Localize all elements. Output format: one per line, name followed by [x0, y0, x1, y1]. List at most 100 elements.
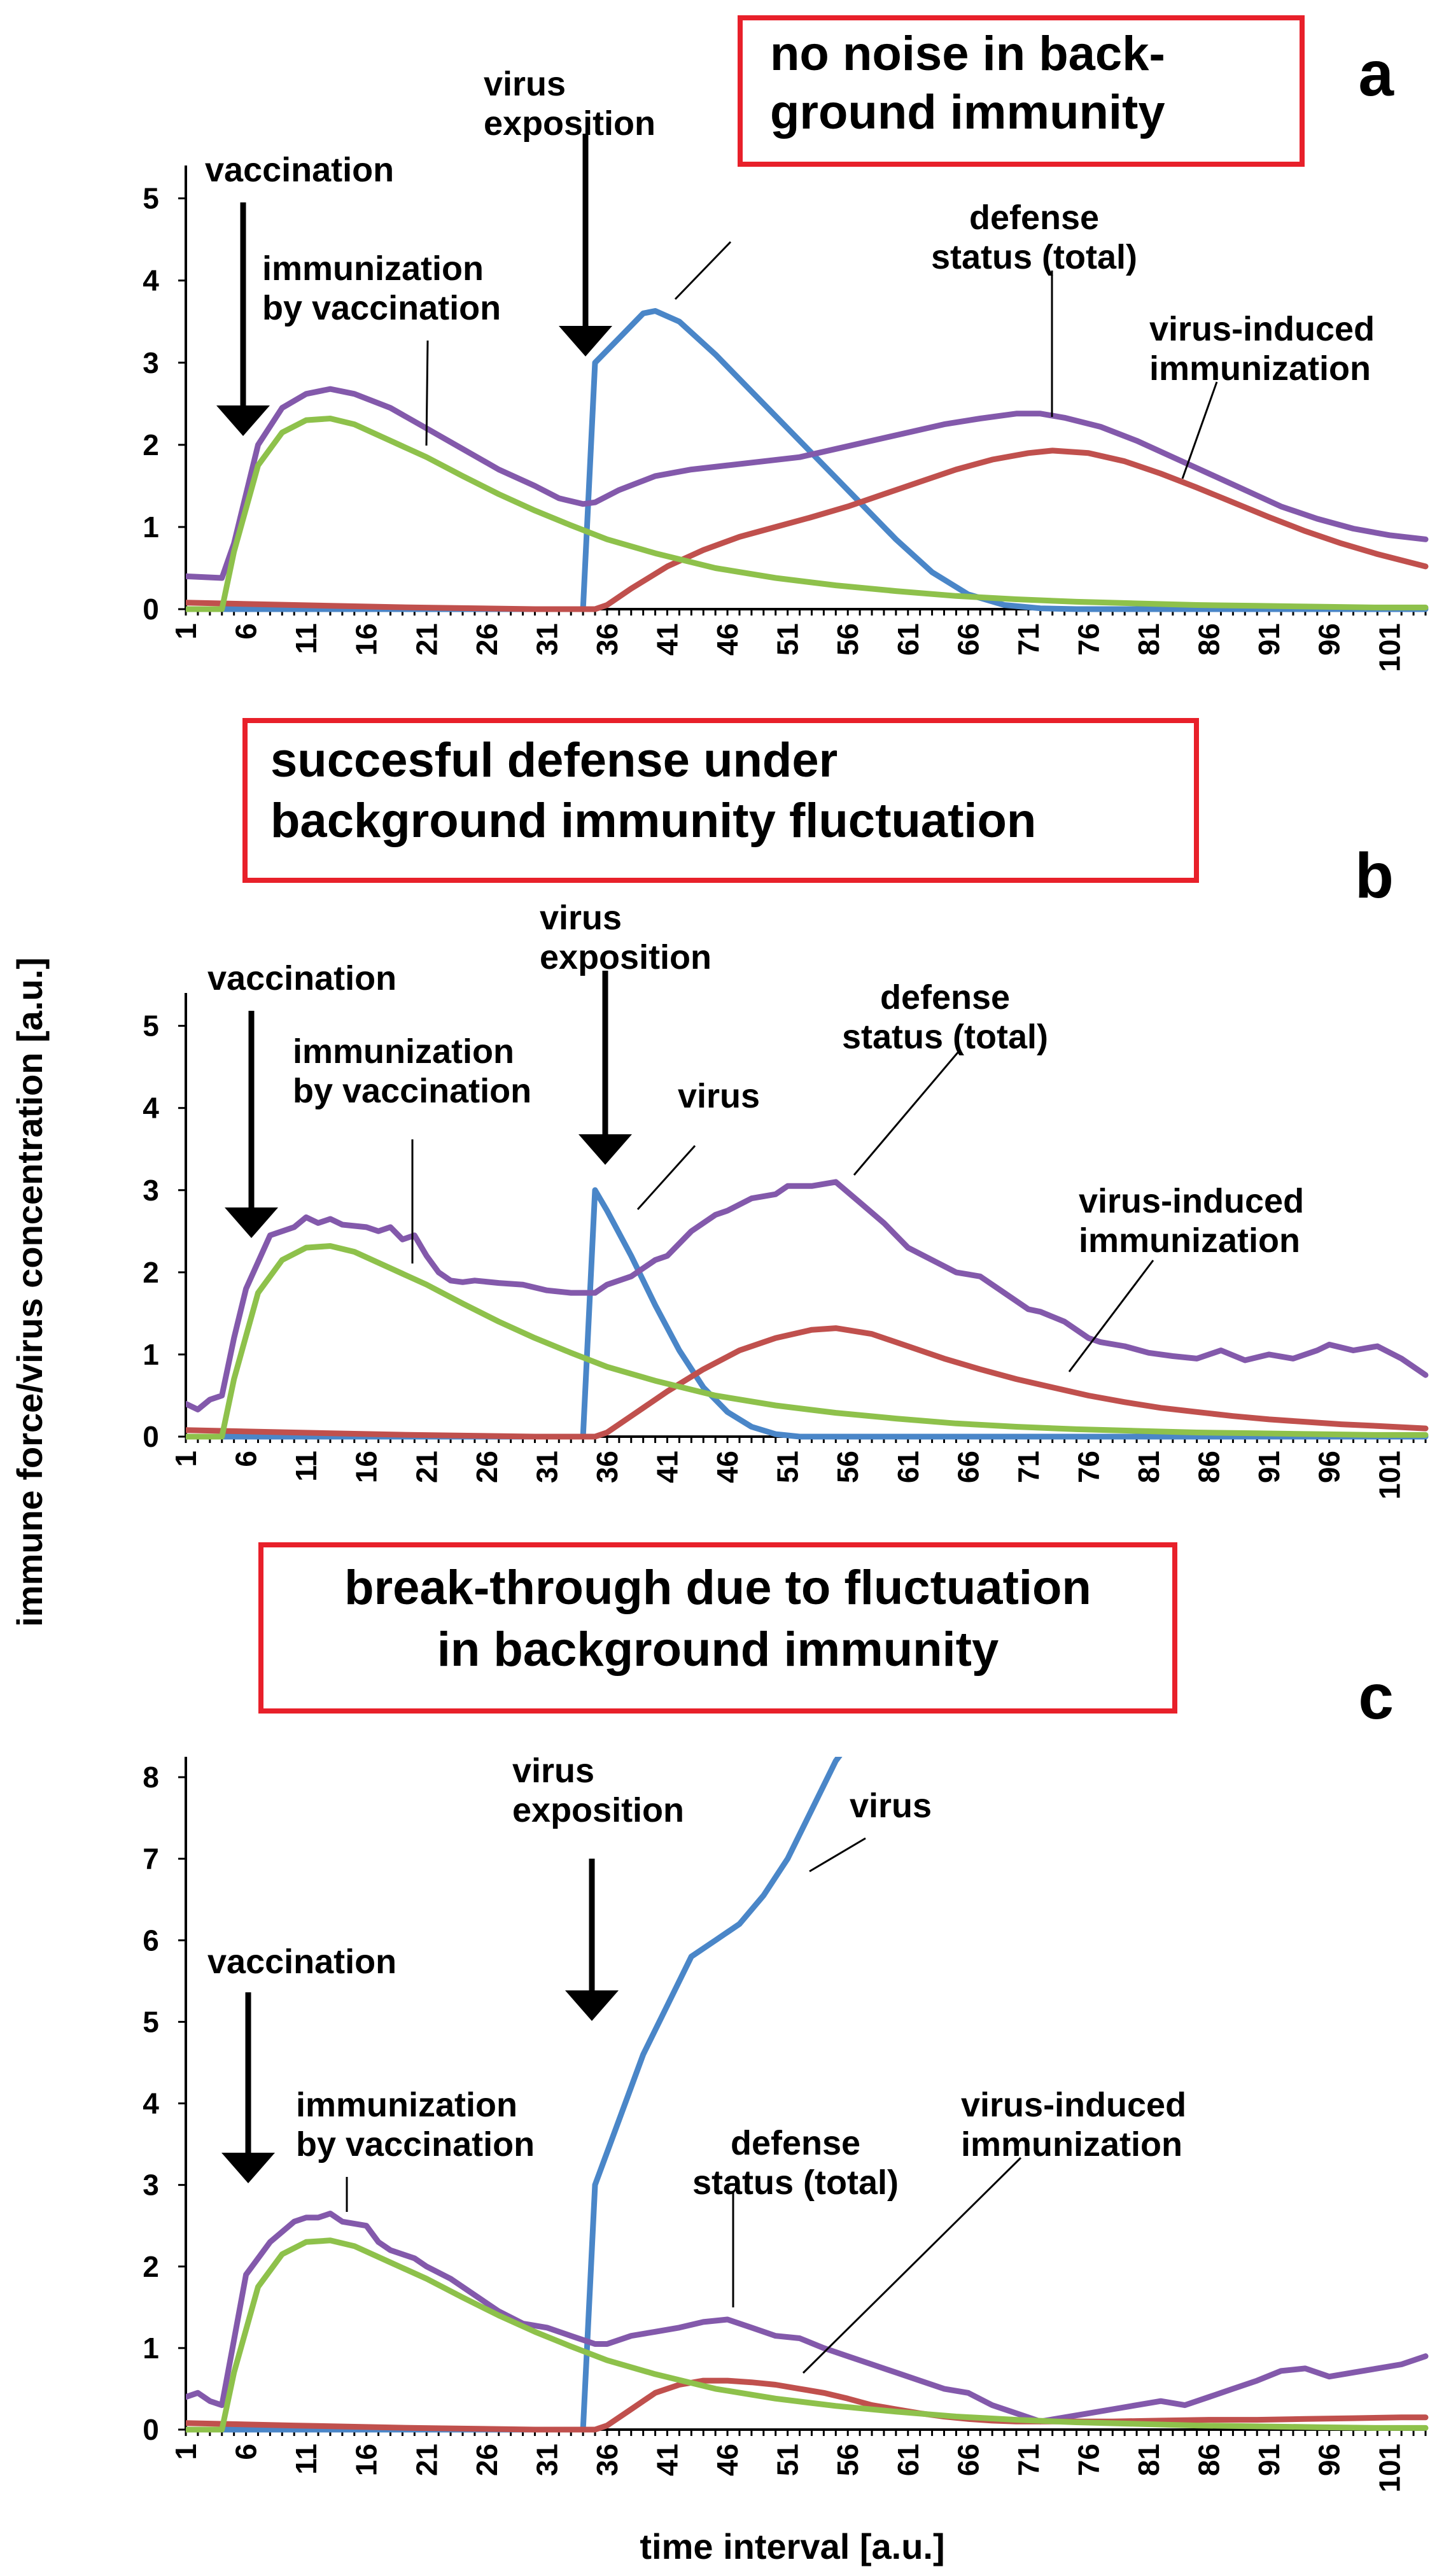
panel-b-x-tick-label: 81 [1132, 1451, 1165, 1483]
panel-b-x-tick-label: 71 [1012, 1451, 1045, 1483]
panel-c-x-tick-label: 86 [1193, 2444, 1226, 2476]
panel-b-induced-label-line-1: virus-induced [1079, 1182, 1304, 1220]
panel-a-x-tick-label: 11 [290, 623, 323, 654]
panel-a: no noise in back-ground immunitya0123451… [143, 15, 1429, 672]
panel-a-series-defense-status [186, 386, 1429, 581]
panel-a-x-tick-label: 86 [1193, 623, 1226, 656]
panel-c-x-tick-label: 101 [1373, 2444, 1406, 2493]
panel-b-x-tick-label: 6 [230, 1451, 263, 1467]
panel-c-x-tick-label: 46 [711, 2444, 744, 2476]
panel-c-x-tick-label: 96 [1313, 2444, 1346, 2476]
panel-b-series-vaccination-immunization [186, 1243, 1429, 1440]
panel-b-x-tick-label: 16 [350, 1451, 383, 1483]
panel-b-induced-label-line-2: immunization [1079, 1221, 1300, 1260]
panel-b-defense-label-line-2: status (total) [842, 1018, 1048, 1056]
panel-b-exposition-label-line-1: virus [540, 899, 622, 937]
panel-c-exposition-label-line-2: exposition [512, 1791, 684, 1829]
panel-b-defense-leader [853, 1050, 961, 1176]
panel-c-x-tick-label: 71 [1012, 2444, 1045, 2476]
panel-a-series-virus [186, 308, 1429, 612]
panel-c-title-line-2: in background immunity [437, 1622, 999, 1677]
panel-a-y-tick-label: 0 [143, 593, 159, 626]
panel-a-induced-label-line-2: immunization [1149, 349, 1371, 388]
panel-c-vaccination-arrow-head [221, 2153, 275, 2183]
panel-a-x-tick-label: 66 [951, 623, 985, 656]
panel-b-series-virus [186, 1187, 1429, 1440]
panel-a-exposition-label-line-2: exposition [484, 104, 655, 143]
y-axis-label: immune force/virus concentration [a.u.] [10, 957, 50, 1627]
panel-b-x-tick-label: 21 [410, 1451, 443, 1483]
panel-a-immunization-label-line-1: immunization [262, 250, 484, 288]
panel-b-y-tick-label: 0 [143, 1420, 159, 1453]
panel-a-y-tick-label: 5 [143, 182, 159, 215]
panel-c-x-tick-label: 81 [1132, 2444, 1165, 2476]
panel-c-y-tick-label: 6 [143, 1924, 159, 1957]
panel-b-y-tick-label: 3 [143, 1174, 159, 1207]
panel-c-induced-label-line-1: virus-induced [961, 2086, 1186, 2124]
panel-a-x-tick-label: 96 [1313, 623, 1346, 656]
panel-c-x-tick-label: 51 [771, 2444, 804, 2476]
panel-b-series-defense-status [186, 1179, 1429, 1412]
panel-c-x-tick-label: 1 [169, 2444, 202, 2460]
panel-b-x-tick-label: 66 [951, 1451, 985, 1483]
panel-c-x-tick-label: 61 [892, 2444, 925, 2476]
panel-c-virus-label-line-1: virus [850, 1787, 932, 1825]
panel-a-x-tick-label: 16 [350, 623, 383, 656]
panel-a-defense-label-line-2: status (total) [931, 238, 1137, 276]
panel-b-x-tick-label: 26 [470, 1451, 503, 1483]
panel-c-exposition-label-line-1: virus [512, 1752, 594, 1790]
panel-c-x-tick-label: 16 [350, 2444, 383, 2476]
panel-a-x-tick-label: 76 [1072, 623, 1105, 656]
panel-b-immunization-label-line-1: immunization [293, 1032, 514, 1071]
panel-a-vaccination-arrow-head [216, 405, 270, 436]
panel-c-immunization-label-line-1: immunization [296, 2086, 517, 2124]
panel-c-y-tick-label: 1 [143, 2332, 159, 2365]
panel-c-series-virus-induced-immunization [186, 2377, 1429, 2433]
panel-a-y-tick-label: 1 [143, 510, 159, 544]
panel-b-series-virus-induced-immunization [186, 1325, 1429, 1440]
x-axis-label: time interval [a.u.] [640, 2526, 944, 2566]
panel-c-y-tick-label: 8 [143, 1761, 159, 1794]
panel-a-virus-leader [674, 241, 732, 300]
panel-a-y-tick-label: 2 [143, 428, 159, 461]
panel-c-x-tick-label: 41 [651, 2444, 684, 2476]
panel-c-series-defense-status [186, 2211, 1429, 2425]
panel-a-x-tick-label: 36 [591, 623, 624, 656]
panel-c-y-tick-label: 7 [143, 1842, 159, 1875]
panel-a-x-tick-label: 91 [1252, 623, 1286, 656]
panel-a-x-tick-label: 31 [530, 623, 563, 656]
panel-b-induced-leader [1068, 1260, 1154, 1372]
panel-c-x-tick-label: 91 [1252, 2444, 1286, 2476]
panel-c-series-virus [186, 1757, 843, 2433]
panel-c-immunization-label-line-2: by vaccination [296, 2125, 535, 2164]
panel-c-title-box [258, 1542, 1177, 1714]
panel-b-exposition-label-line-2: exposition [540, 938, 711, 976]
panel-a-immunization-leader [425, 340, 429, 446]
panel-b-immunization-label-line-2: by vaccination [293, 1072, 531, 1110]
panel-a-x-tick-label: 51 [771, 623, 804, 656]
panel-b-exposition-arrow-head [578, 1134, 632, 1165]
panel-a-x-tick-label: 21 [410, 623, 443, 656]
panel-a-y-tick-label: 4 [143, 264, 159, 297]
panel-b-x-tick-label: 61 [892, 1451, 925, 1483]
panel-a-immunization-label-line-2: by vaccination [262, 289, 501, 327]
panel-c-defense-label-line-2: status (total) [692, 2164, 899, 2202]
panel-b-y-tick-label: 4 [143, 1092, 159, 1125]
panel-c-virus-leader [809, 1837, 866, 1873]
panel-a-y-tick-label: 3 [143, 346, 159, 379]
panel-b-x-tick-label: 36 [591, 1451, 624, 1483]
panel-c-y-tick-label: 0 [143, 2413, 159, 2446]
panel-c-induced-label-line-2: immunization [961, 2125, 1182, 2164]
panel-a-vaccination-label-line-1: vaccination [205, 151, 394, 189]
panel-c-series-vaccination-immunization [186, 2237, 1429, 2433]
panel-c: break-through due to fluctuation in backg… [143, 1542, 1429, 2493]
panel-b-y-tick-label: 2 [143, 1256, 159, 1289]
panel-c-x-tick-label: 76 [1072, 2444, 1105, 2476]
panel-a-letter: a [1358, 38, 1394, 109]
panel-a-series-vaccination-immunization [186, 416, 1429, 612]
panel-b-x-tick-label: 31 [530, 1451, 563, 1483]
panel-b-x-tick-label: 76 [1072, 1451, 1105, 1483]
panel-b-y-tick-label: 5 [143, 1010, 159, 1043]
panel-b-title-line-2: background immunity fluctuation [270, 794, 1036, 848]
